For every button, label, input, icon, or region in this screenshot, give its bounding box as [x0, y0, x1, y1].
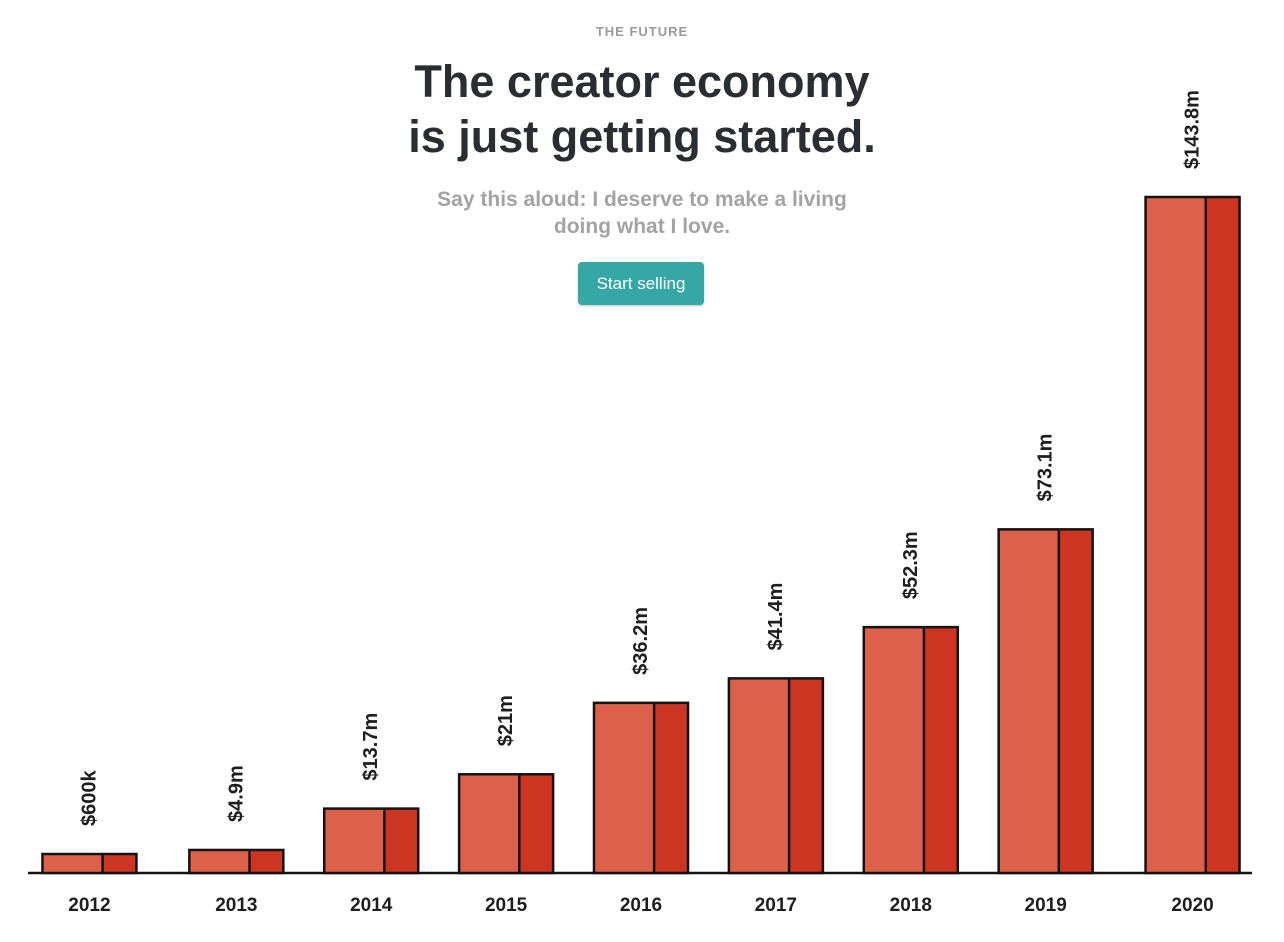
bar-front-2012 — [42, 854, 103, 873]
x-tick-label-2013: 2013 — [215, 895, 257, 916]
bar-2019 — [997, 528, 1094, 875]
bar-outline-2012 — [41, 852, 138, 875]
start-selling-button[interactable]: Start selling — [578, 262, 704, 305]
subtitle: Say this aloud: I deserve to make a livi… — [392, 186, 892, 240]
bar-outline-2017 — [727, 677, 825, 875]
value-label-2015: $21m — [495, 695, 517, 746]
bar-2018 — [862, 625, 960, 875]
subtitle-line-2: doing what I love. — [553, 215, 731, 238]
x-tick-label-2012: 2012 — [68, 895, 110, 916]
x-tick-label-2019: 2019 — [1025, 895, 1067, 916]
bar-2020 — [1144, 195, 1241, 875]
bar-front-2013 — [189, 849, 250, 873]
value-label-2020: $143.8m — [1182, 90, 1204, 169]
x-tick-label-2014: 2014 — [350, 895, 393, 916]
value-label-2017: $41.4m — [765, 583, 787, 651]
bar-outline-2020 — [1144, 195, 1241, 875]
bar-side-2014 — [384, 808, 419, 873]
eyebrow-label: THE FUTURE — [595, 24, 689, 39]
bar-2013 — [188, 848, 285, 875]
bar-side-2016 — [654, 702, 688, 873]
bar-side-2017 — [789, 678, 823, 873]
bar-side-2019 — [1058, 529, 1093, 873]
bar-front-2019 — [998, 529, 1059, 873]
bar-outline-2013 — [188, 848, 285, 875]
x-tick-label-2016: 2016 — [620, 895, 662, 916]
bar-front-2015 — [459, 774, 520, 873]
x-tick-label-2018: 2018 — [890, 895, 932, 916]
bar-2012 — [41, 852, 138, 875]
bar-side-2012 — [102, 854, 137, 873]
bar-2017 — [727, 677, 825, 875]
value-label-2013: $4.9m — [225, 765, 247, 822]
x-tick-label-2017: 2017 — [755, 895, 797, 916]
x-tick-label-2015: 2015 — [485, 895, 528, 916]
bar-outline-2015 — [457, 773, 555, 875]
value-label-2014: $13.7m — [360, 713, 382, 781]
value-label-2016: $36.2m — [630, 607, 652, 675]
title-line-1: The creator economy — [414, 56, 870, 107]
bar-2015 — [457, 773, 555, 875]
bar-front-2018 — [863, 627, 924, 873]
title-line-2: is just getting started. — [408, 111, 876, 162]
bar-outline-2014 — [322, 807, 420, 875]
bar-side-2013 — [249, 849, 284, 873]
bar-outline-2018 — [862, 625, 960, 875]
bar-2016 — [592, 701, 690, 875]
bar-side-2015 — [519, 774, 554, 873]
bar-front-2017 — [728, 678, 790, 873]
subtitle-line-1: Say this aloud: I deserve to make a livi… — [437, 188, 847, 211]
bar-front-2014 — [324, 808, 385, 873]
bar-front-2020 — [1145, 197, 1206, 873]
bar-front-2016 — [594, 702, 655, 873]
bar-side-2020 — [1205, 197, 1240, 873]
bar-side-2018 — [923, 627, 958, 873]
value-label-2012: $600k — [78, 770, 100, 826]
value-label-2018: $52.3m — [900, 531, 922, 599]
bar-2014 — [322, 807, 420, 875]
page-title: The creator economy is just getting star… — [392, 54, 892, 164]
x-tick-label-2020: 2020 — [1171, 895, 1213, 916]
bar-outline-2016 — [592, 701, 690, 875]
bar-outline-2019 — [997, 528, 1094, 875]
value-label-2019: $73.1m — [1035, 434, 1057, 502]
